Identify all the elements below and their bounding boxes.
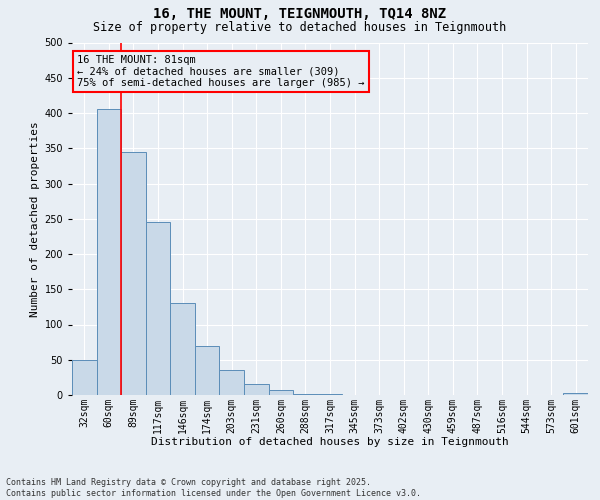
Bar xyxy=(146,222,170,395)
Bar xyxy=(293,394,318,395)
Text: 16, THE MOUNT, TEIGNMOUTH, TQ14 8NZ: 16, THE MOUNT, TEIGNMOUTH, TQ14 8NZ xyxy=(154,8,446,22)
Bar xyxy=(244,384,269,395)
Bar xyxy=(121,152,146,395)
Bar xyxy=(170,304,195,395)
Bar xyxy=(563,393,588,395)
Bar xyxy=(318,394,342,395)
Text: Contains HM Land Registry data © Crown copyright and database right 2025.
Contai: Contains HM Land Registry data © Crown c… xyxy=(6,478,421,498)
Bar xyxy=(269,390,293,395)
Bar xyxy=(72,360,97,395)
Bar xyxy=(195,346,220,395)
Bar xyxy=(220,370,244,395)
Bar xyxy=(97,110,121,395)
Text: 16 THE MOUNT: 81sqm
← 24% of detached houses are smaller (309)
75% of semi-detac: 16 THE MOUNT: 81sqm ← 24% of detached ho… xyxy=(77,55,365,88)
Y-axis label: Number of detached properties: Number of detached properties xyxy=(30,121,40,316)
X-axis label: Distribution of detached houses by size in Teignmouth: Distribution of detached houses by size … xyxy=(151,437,509,447)
Text: Size of property relative to detached houses in Teignmouth: Size of property relative to detached ho… xyxy=(94,21,506,34)
